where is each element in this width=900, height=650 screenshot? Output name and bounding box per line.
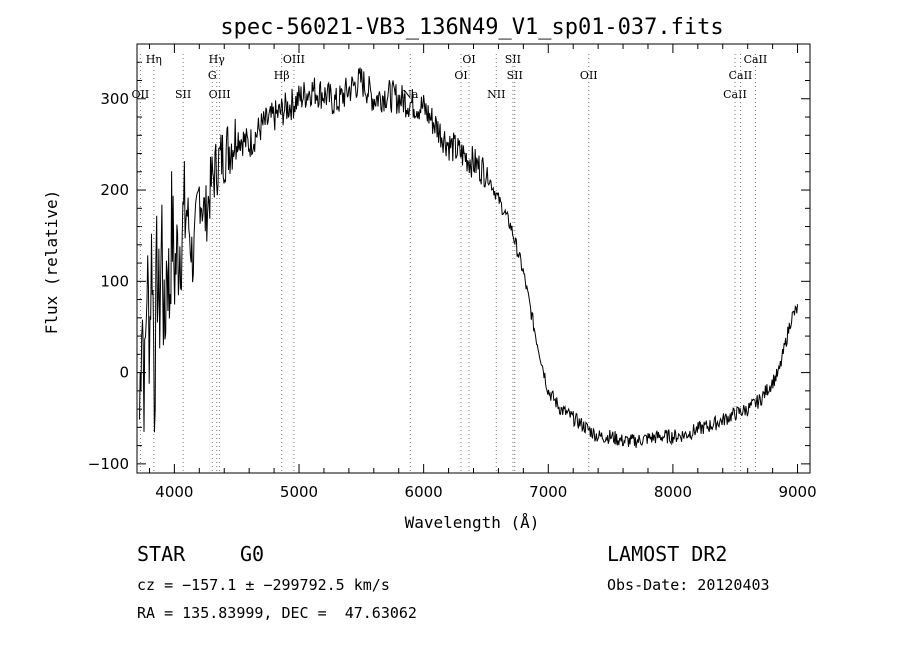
emission-line-label: SII bbox=[175, 88, 191, 101]
emission-line-label: OI bbox=[462, 53, 475, 66]
emission-line-label: OI bbox=[454, 69, 467, 82]
emission-line-label: NII bbox=[487, 88, 505, 101]
x-tick-label: 6000 bbox=[405, 483, 443, 501]
y-tick-label: 0 bbox=[119, 364, 129, 382]
survey-name: LAMOST DR2 bbox=[607, 542, 728, 566]
emission-line-label: OIII bbox=[209, 88, 231, 101]
plot-frame bbox=[136, 43, 811, 474]
emission-line-label: OII bbox=[132, 88, 150, 101]
emission-line-label: OII bbox=[580, 69, 598, 82]
y-tick-label: 100 bbox=[100, 272, 129, 290]
x-tick-label: 4000 bbox=[155, 483, 193, 501]
emission-line-label: OIII bbox=[283, 53, 305, 66]
emission-line-label: SII bbox=[507, 69, 523, 82]
observation-date: Obs-Date: 20120403 bbox=[607, 576, 770, 594]
emission-line-label: CaII bbox=[723, 88, 747, 101]
y-tick-label: 200 bbox=[100, 181, 129, 199]
emission-line-label: Hγ bbox=[209, 53, 226, 66]
y-axis-label: Flux (relative) bbox=[42, 190, 61, 335]
x-tick-label: 7000 bbox=[529, 483, 567, 501]
object-subclass: G0 bbox=[240, 542, 265, 566]
chart-title: spec-56021-VB3_136N49_V1_sp01-037.fits bbox=[220, 15, 723, 40]
emission-line-label: G bbox=[208, 69, 217, 82]
emission-line-label: CaII bbox=[744, 53, 768, 66]
x-axis-label: Wavelength (Å) bbox=[405, 513, 540, 532]
emission-line-label: Hη bbox=[146, 53, 162, 66]
emission-line-label: SII bbox=[505, 53, 521, 66]
ra-dec-coordinates: RA = 135.83999, DEC = 47.63062 bbox=[137, 604, 417, 622]
x-tick-label: 9000 bbox=[778, 483, 816, 501]
axis-ticks: 4000 5000 6000 7000 8000 9000 −100 0 100 200 300 bbox=[88, 44, 817, 501]
emission-line-label: CaII bbox=[729, 69, 753, 82]
y-tick-label: −100 bbox=[88, 455, 129, 473]
x-tick-label: 8000 bbox=[654, 483, 692, 501]
x-tick-label: 5000 bbox=[280, 483, 318, 501]
y-tick-label: 300 bbox=[100, 90, 129, 108]
redshift-velocity: cz = −157.1 ± −299792.5 km/s bbox=[137, 576, 390, 594]
emission-line-label: Na bbox=[402, 88, 419, 101]
emission-line-label: Hβ bbox=[274, 69, 290, 82]
spectrum-line bbox=[139, 67, 798, 448]
object-class: STAR bbox=[137, 542, 186, 566]
